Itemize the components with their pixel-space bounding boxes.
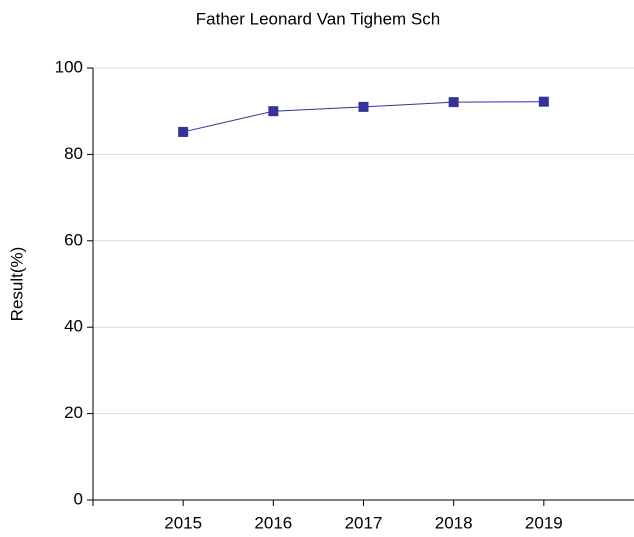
data-point xyxy=(178,126,189,137)
data-point xyxy=(448,97,459,108)
y-tick-label: 40 xyxy=(64,317,83,336)
data-point xyxy=(538,96,549,107)
x-tick-label: 2017 xyxy=(345,513,383,532)
data-point xyxy=(268,106,279,117)
y-axis-label: Result(%) xyxy=(7,247,26,322)
y-tick-label: 100 xyxy=(55,57,83,76)
x-tick-label: 2015 xyxy=(164,513,202,532)
x-tick-label: 2016 xyxy=(254,513,292,532)
x-tick-label: 2018 xyxy=(435,513,473,532)
y-tick-label: 60 xyxy=(64,230,83,249)
chart-title: Father Leonard Van Tighem Sch xyxy=(196,9,440,28)
y-tick-label: 20 xyxy=(64,403,83,422)
data-point xyxy=(358,101,369,112)
x-tick-label: 2019 xyxy=(525,513,563,532)
y-tick-label: 80 xyxy=(64,144,83,163)
y-tick-label: 0 xyxy=(74,489,83,508)
